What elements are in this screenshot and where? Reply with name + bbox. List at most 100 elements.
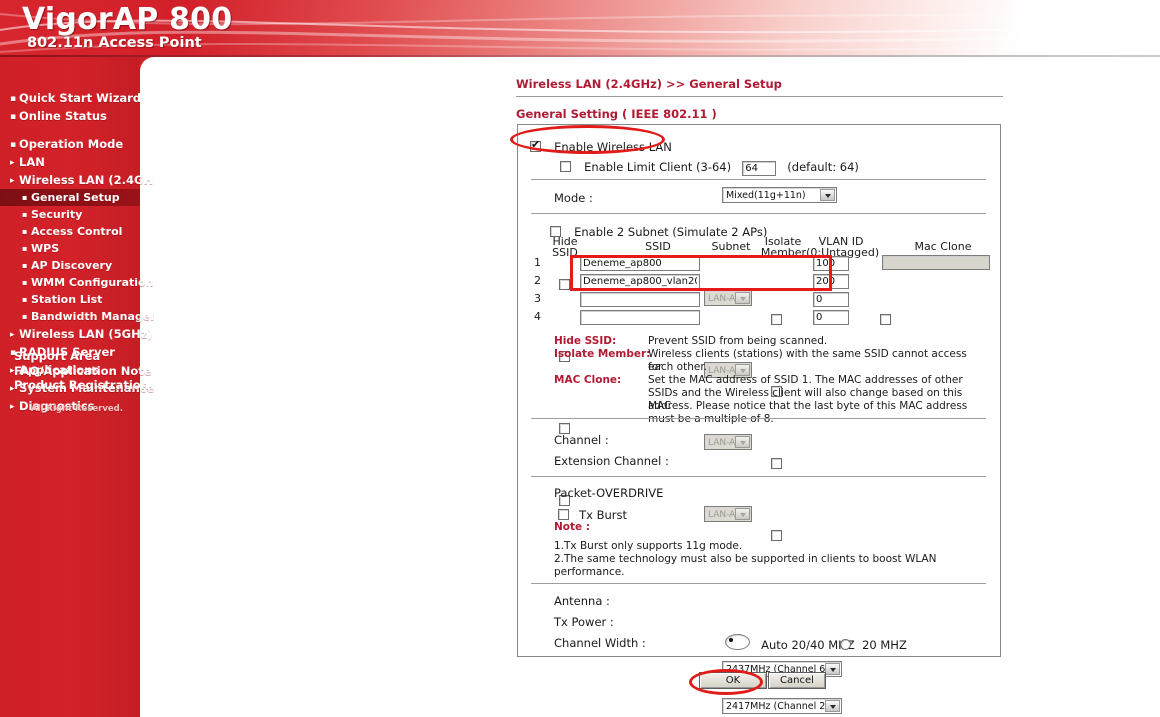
hide-ssid-checkbox-2[interactable] xyxy=(559,351,570,362)
sidebar-item-online-status[interactable]: ▪ Online Status xyxy=(0,107,140,125)
ssid-input-2[interactable] xyxy=(580,274,700,289)
chevron-down-icon[interactable] xyxy=(820,189,835,201)
th-vlan-id: VLAN ID xyxy=(818,235,864,248)
extension-channel-select[interactable]: 2417MHz (Channel 2) xyxy=(722,698,842,714)
panel-rule-1 xyxy=(531,179,986,180)
table-row: 3 LAN-A xyxy=(518,249,1000,469)
support-link-faq[interactable]: FAQ/Application Note xyxy=(14,363,152,378)
desc-term-hide-ssid: Hide SSID: xyxy=(554,335,617,347)
main-content: Wireless LAN (2.4GHz) >> General Setup G… xyxy=(154,57,1160,717)
sidebar-item-operation-mode[interactable]: ▪ Operation Mode xyxy=(0,135,140,153)
enable-limit-client-label: Enable Limit Client (3-64) xyxy=(584,160,732,174)
sidebar-item-diagnostics[interactable]: ▸ Diagnostics xyxy=(0,397,140,415)
panel-rule-2 xyxy=(531,213,986,214)
enable-limit-client-row[interactable]: Enable Limit Client (3-64) (default: 64) xyxy=(560,156,859,176)
ok-button[interactable]: OK xyxy=(699,672,767,689)
product-title: VigorAP 800 xyxy=(22,2,233,37)
vlan-id-input-3[interactable] xyxy=(813,292,849,307)
vlan-id-input-1[interactable] xyxy=(813,256,849,271)
sidebar-item-wireless-lan-5ghz[interactable]: ▸ Wireless LAN (5GHz) xyxy=(0,325,153,343)
bullet-icon: ▪ xyxy=(22,277,28,287)
banner-bottom-rule xyxy=(0,55,1160,57)
chevron-right-icon: ▸ xyxy=(10,329,15,340)
sidebar-item-label: LAN xyxy=(19,154,45,169)
sidebar-item-label: Applications xyxy=(19,362,100,377)
sidebar-item-label: Operation Mode xyxy=(19,136,124,151)
sidebar-item-lan[interactable]: ▸ LAN xyxy=(0,153,140,171)
chevron-down-icon[interactable] xyxy=(825,663,840,675)
chevron-down-icon[interactable] xyxy=(735,364,750,376)
sidebar-item-access-control[interactable]: ▪ Access Control xyxy=(0,223,140,240)
subnet-select-2[interactable]: LAN-A xyxy=(704,362,752,378)
bullet-icon: ▪ xyxy=(22,311,28,321)
sidebar-item-general-setup[interactable]: ▪ General Setup xyxy=(0,189,140,206)
channel-width-radio-auto[interactable] xyxy=(725,634,750,650)
isolate-member-checkbox-3[interactable] xyxy=(771,458,782,469)
sidebar-item-label: Online Status xyxy=(19,108,107,123)
mac-clone-checkbox[interactable] xyxy=(880,314,892,325)
chevron-right-icon: ▸ xyxy=(10,175,15,186)
sidebar-nav: ▪ Quick Start Wizard ▪ Online Status ▪ Oper… xyxy=(0,57,182,717)
vlan-id-input-4[interactable] xyxy=(813,310,849,325)
support-link-product-registration[interactable]: Product Registration xyxy=(14,378,149,392)
desc-text-mac-clone-2: SSIDs and the Wireless client will also … xyxy=(648,387,963,412)
sidebar-support-area: Support Area FAQ/Application Note Produc… xyxy=(0,349,154,416)
th-ssid: SSID xyxy=(645,240,671,253)
chevron-down-icon[interactable] xyxy=(735,292,750,304)
enable-2subnet-checkbox[interactable] xyxy=(550,226,561,237)
chevron-down-icon[interactable] xyxy=(825,700,840,712)
mac-clone-input[interactable] xyxy=(882,255,990,270)
isolate-member-checkbox-1[interactable] xyxy=(771,314,782,325)
chevron-down-icon[interactable] xyxy=(735,508,750,520)
hide-ssid-checkbox-4[interactable] xyxy=(559,495,570,506)
sidebar-item-ap-discovery[interactable]: ▪ AP Discovery xyxy=(0,257,140,274)
enable-limit-client-checkbox[interactable] xyxy=(560,161,571,172)
note-line-1: 1.Tx Burst only supports 11g mode. xyxy=(554,540,743,552)
isolate-member-checkbox-4[interactable] xyxy=(771,530,782,541)
desc-text-mac-clone-1: Set the MAC address of SSID 1. The MAC a… xyxy=(648,374,963,386)
tx-burst-row[interactable]: Tx Burst xyxy=(558,504,627,523)
vlan-id-input-2[interactable] xyxy=(813,274,849,289)
subnet-select-3[interactable]: LAN-A xyxy=(704,434,752,450)
desc-text-isolate-member-1: Wireless clients (stations) with the sam… xyxy=(648,348,967,373)
limit-client-input[interactable] xyxy=(742,161,777,176)
channel-width-option-20[interactable]: 20 MHZ xyxy=(840,634,907,653)
ssid-input-4[interactable] xyxy=(580,310,700,325)
ssid-input-3[interactable] xyxy=(580,292,700,307)
subnet-select-4[interactable]: LAN-A xyxy=(704,506,752,522)
sidebar-item-applications[interactable]: ▸ Applications xyxy=(0,361,140,379)
banner-swoosh-decoration xyxy=(0,13,1160,53)
sidebar-item-radius-server[interactable]: ▪ RADIUS Server xyxy=(0,343,140,361)
chevron-down-icon[interactable] xyxy=(735,436,750,448)
sidebar-item-system-maintenance[interactable]: ▸ System Maintenance xyxy=(0,379,154,397)
tx-burst-checkbox[interactable] xyxy=(558,509,569,520)
sidebar-item-quick-start-wizard[interactable]: ▪ Quick Start Wizard xyxy=(0,89,141,107)
bullet-icon: ▪ xyxy=(22,243,28,253)
cancel-button[interactable]: Cancel xyxy=(768,672,826,689)
ssid-input-1[interactable] xyxy=(580,256,700,271)
sidebar-item-station-list[interactable]: ▪ Station List xyxy=(0,291,140,308)
enable-wireless-lan-row[interactable]: Enable Wireless LAN xyxy=(530,136,672,155)
sidebar-item-bandwidth-management[interactable]: ▪ Bandwidth Management xyxy=(0,308,182,325)
hide-ssid-checkbox-1[interactable] xyxy=(559,279,570,290)
sidebar-item-wireless-lan-24ghz[interactable]: ▸ Wireless LAN (2.4GHz) xyxy=(0,171,165,189)
mode-select[interactable]: Mixed(11g+11n) xyxy=(722,187,837,203)
sidebar-item-wmm-configuration[interactable]: ▪ WMM Configuration xyxy=(0,274,153,291)
sidebar-item-label: AP Discovery xyxy=(31,258,113,272)
section-title: General Setting ( IEEE 802.11 ) xyxy=(516,107,717,121)
sidebar-item-security[interactable]: ▪ Security xyxy=(0,206,140,223)
channel-width-option-auto[interactable]: Auto 20/40 MHZ xyxy=(725,634,855,653)
channel-label: Channel : xyxy=(554,433,609,447)
sidebar-item-wps[interactable]: ▪ WPS xyxy=(0,240,140,257)
chevron-right-icon: ▸ xyxy=(10,157,15,168)
extension-channel-select-value: 2417MHz (Channel 2) xyxy=(726,701,830,712)
enable-wireless-lan-checkbox[interactable] xyxy=(530,139,541,152)
subnet-select-1[interactable]: LAN-A xyxy=(704,290,752,306)
sidebar-item-label: Wireless LAN (2.4GHz) xyxy=(19,172,166,187)
isolate-member-checkbox-2[interactable] xyxy=(771,386,782,397)
enable-2subnet-label: Enable 2 Subnet (Simulate 2 APs) xyxy=(574,225,768,239)
sidebar-divider xyxy=(0,125,140,135)
enable-2subnet-row[interactable]: Enable 2 Subnet (Simulate 2 APs) xyxy=(550,221,767,240)
hide-ssid-checkbox-3[interactable] xyxy=(559,423,570,434)
channel-width-radio-20[interactable] xyxy=(840,639,851,650)
